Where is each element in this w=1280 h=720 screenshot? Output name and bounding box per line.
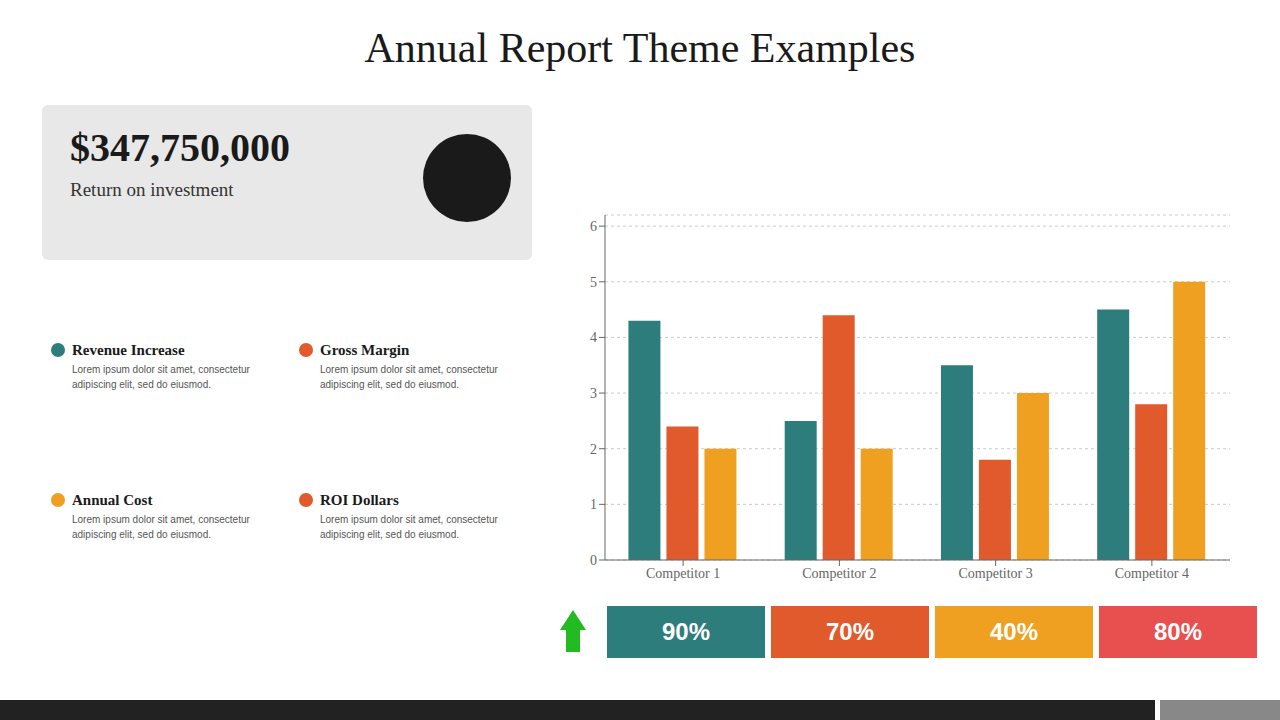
html-text:90%: 90% bbox=[662, 618, 710, 645]
svg-text:Competitor 3: Competitor 3 bbox=[958, 566, 1032, 581]
html-text:Annual Report Theme Examples: Annual Report Theme Examples bbox=[364, 25, 916, 71]
html-text:adipiscing elit, sed do eiusmo: adipiscing elit, sed do eiusmod. bbox=[320, 378, 459, 390]
svg-text:Competitor 1: Competitor 1 bbox=[646, 566, 720, 581]
html-text:Lorem ipsum dolor sit amet, co: Lorem ipsum dolor sit amet, consectetur bbox=[320, 513, 498, 525]
svg-text:4: 4 bbox=[590, 330, 597, 345]
html-text:Annual Cost: Annual Cost bbox=[72, 491, 153, 508]
svg-text:Competitor 4: Competitor 4 bbox=[1115, 566, 1189, 581]
html-text:Revenue Increase: Revenue Increase bbox=[72, 341, 185, 358]
html-text:Lorem ipsum dolor sit amet, co: Lorem ipsum dolor sit amet, consectetur bbox=[72, 363, 250, 375]
html-text:Lorem ipsum dolor sit amet, co: Lorem ipsum dolor sit amet, consectetur bbox=[320, 363, 498, 375]
html-text:70%: 70% bbox=[826, 618, 874, 645]
html-text:adipiscing elit, sed do eiusmo: adipiscing elit, sed do eiusmod. bbox=[320, 528, 459, 540]
html-text:Lorem ipsum dolor sit amet, co: Lorem ipsum dolor sit amet, consectetur bbox=[72, 513, 250, 525]
svg-text:2: 2 bbox=[590, 442, 597, 457]
svg-text:1: 1 bbox=[590, 497, 597, 512]
html-text:40%: 40% bbox=[990, 618, 1038, 645]
html-text:Return on investment: Return on investment bbox=[70, 179, 234, 200]
html-text:$347,750,000: $347,750,000 bbox=[70, 124, 290, 170]
html-text:adipiscing elit, sed do eiusmo: adipiscing elit, sed do eiusmod. bbox=[72, 528, 211, 540]
html-text:Gross Margin: Gross Margin bbox=[320, 341, 410, 358]
html-text:adipiscing elit, sed do eiusmo: adipiscing elit, sed do eiusmod. bbox=[72, 378, 211, 390]
svg-text:0: 0 bbox=[590, 553, 597, 568]
svg-text:6: 6 bbox=[590, 219, 597, 234]
html-text:80%: 80% bbox=[1154, 618, 1202, 645]
svg-text:3: 3 bbox=[590, 386, 597, 401]
svg-text:Competitor 2: Competitor 2 bbox=[802, 566, 876, 581]
svg-text:5: 5 bbox=[590, 275, 597, 290]
html-text:ROI Dollars: ROI Dollars bbox=[320, 491, 399, 508]
